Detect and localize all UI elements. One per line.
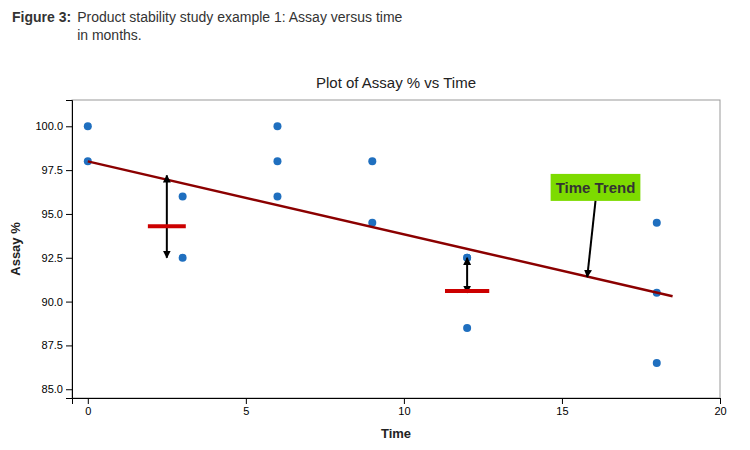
residual-bar [148, 224, 186, 228]
y-tick: 97.5 [42, 164, 72, 176]
x-tick: 0 [85, 398, 91, 417]
y-axis-line [66, 101, 73, 399]
y-tick-label: 87.5 [42, 339, 63, 351]
x-tick-label: 20 [714, 405, 726, 417]
y-tick-mark [66, 302, 72, 303]
annotations: Time Trend [551, 174, 641, 277]
scatter-point [653, 359, 661, 367]
y-tick-mark [66, 214, 72, 215]
x-tick-mark [246, 398, 247, 404]
annotation-text: Time Trend [556, 179, 636, 196]
x-tick: 15 [556, 398, 568, 417]
scatter-point [273, 192, 281, 200]
x-tick-mark [404, 398, 405, 404]
y-tick-mark [66, 389, 72, 390]
y-tick: 100.0 [35, 120, 72, 132]
plot-area: 0 5 10 15 20 85.0 87.5 90.0 92.5 95.0 97.5 100.0 Tim… [8, 100, 727, 441]
y-tick: 92.5 [42, 252, 72, 264]
scatter-point [273, 157, 281, 165]
x-axis-line [73, 399, 721, 405]
residual-bar [445, 289, 489, 293]
y-tick-mark [66, 170, 72, 171]
scatter-point [273, 122, 281, 130]
y-tick-label: 90.0 [42, 296, 63, 308]
annotation-box [551, 174, 641, 201]
residual-arrow [166, 175, 168, 257]
x-tick-label: 15 [556, 405, 568, 417]
y-axis: 85.0 87.5 90.0 92.5 95.0 97.5 100.0 [35, 101, 72, 399]
y-tick-label: 92.5 [42, 252, 63, 264]
x-tick-mark [720, 398, 721, 404]
caption-label: Figure 3: [12, 9, 71, 25]
y-tick-label: 95.0 [42, 208, 63, 220]
y-tick-label: 100.0 [35, 120, 63, 132]
y-tick-mark [66, 126, 72, 127]
y-tick: 87.5 [42, 339, 72, 351]
y-tick: 85.0 [42, 383, 72, 395]
y-tick-label: 97.5 [42, 164, 63, 176]
y-tick-mark [66, 258, 72, 259]
x-tick: 20 [714, 398, 726, 417]
x-tick: 10 [398, 398, 410, 417]
y-tick: 90.0 [42, 296, 72, 308]
caption-line: in months. [77, 27, 142, 43]
x-tick-label: 5 [243, 405, 249, 417]
scatter-point [179, 192, 187, 200]
annotation-arrow [587, 201, 595, 277]
scatter-point [84, 122, 92, 130]
x-axis: 0 5 10 15 20 [73, 398, 727, 417]
x-tick-mark [562, 398, 563, 404]
x-tick-mark [88, 398, 89, 404]
caption-line: Product stability study example 1: Assay… [77, 9, 402, 25]
x-tick-label: 0 [85, 405, 91, 417]
scatter-point [463, 324, 471, 332]
data-marks [84, 122, 673, 367]
chart-title: Plot of Assay % vs Time [316, 74, 476, 91]
y-tick-label: 85.0 [42, 383, 63, 395]
y-tick-mark [66, 345, 72, 346]
plot-frame [72, 100, 720, 398]
x-axis-title: Time [381, 426, 411, 441]
scatter-point [368, 157, 376, 165]
x-tick-label: 10 [398, 405, 410, 417]
scatter-point [179, 254, 187, 262]
y-tick: 95.0 [42, 208, 72, 220]
residual-arrow [466, 258, 468, 293]
y-axis-title: Assay % [8, 222, 23, 276]
trend-line [88, 161, 673, 296]
scatter-point [653, 219, 661, 227]
chart: Figure 3: Product stability study example… [0, 0, 750, 450]
x-tick: 5 [243, 398, 249, 417]
